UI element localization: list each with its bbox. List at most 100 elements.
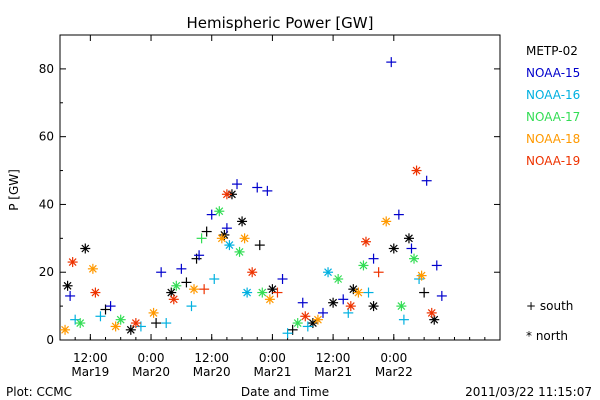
data-point [282,328,293,339]
data-point [181,277,192,288]
data-point [206,209,217,220]
x-tick-label-date: Mar22 [375,365,413,379]
data-point [287,324,298,335]
data-point [386,57,397,68]
data-point [323,267,334,278]
data-point [115,314,126,325]
x-tick-label-time: 12:00 [316,351,351,365]
data-point [416,270,427,281]
legend-item: METP-02 [526,44,578,58]
data-point [403,233,414,244]
data-point [221,223,232,234]
data-point [60,324,71,335]
data-point [186,301,197,312]
data-point [368,301,379,312]
chart-title: Hemispheric Power [GW] [187,14,374,32]
data-point [398,314,409,325]
legend-item: NOAA-16 [526,88,580,102]
data-point [345,301,356,312]
legend: METP-02 NOAA-15 NOAA-16 NOAA-17 NOAA-18 NOAA-… [526,44,580,168]
y-tick-label: 0 [46,333,54,347]
data-point [307,318,318,329]
data-point [254,240,265,251]
data-point [171,280,182,291]
data-point [110,321,121,332]
data-point [239,233,250,244]
data-point [388,243,399,254]
data-point [237,216,248,227]
data-point [95,311,106,322]
data-point [130,318,141,329]
data-point [292,318,303,329]
data-point [100,304,111,315]
data-point [272,287,283,298]
footer-timestamp: 2011/03/22 11:15:07 [465,385,592,399]
data-point [65,290,76,301]
data-point [247,267,258,278]
data-point [393,209,404,220]
data-point [343,307,354,318]
legend-item: NOAA-18 [526,132,580,146]
data-point [70,314,81,325]
data-point [411,165,422,176]
data-point [358,260,369,271]
data-point [194,250,205,261]
x-tick-label-time: 0:00 [380,351,407,365]
data-point [196,233,207,244]
data-point [151,318,162,329]
data-point [368,253,379,264]
x-axis: 12:00Mar190:00Mar2012:00Mar200:00Mar2112… [59,35,501,379]
x-tick-label-time: 12:00 [73,351,108,365]
data-point [90,287,101,298]
plot-frame [59,34,501,341]
data-point [360,236,371,247]
data-point [75,318,86,329]
marker-legend-item: * north [526,329,568,343]
data-point [267,284,278,295]
data-point [262,185,273,196]
data-point [189,284,200,295]
x-axis-label: Date and Time [241,385,329,399]
x-tick-label-time: 12:00 [194,351,229,365]
data-point [277,274,288,284]
data-point [199,284,210,295]
data-point [161,318,172,329]
data-point [264,294,275,305]
legend-item: NOAA-15 [526,66,580,80]
data-point [297,297,308,308]
x-tick-label-date: Mar19 [71,365,109,379]
data-point [67,257,78,268]
data-point [224,240,235,251]
footer-left: Plot: CCMC [6,385,72,399]
data-point [62,280,73,291]
data-point [125,324,136,335]
x-tick-label-date: Mar20 [132,365,170,379]
y-axis: 0 20 40 60 80 [39,62,500,347]
data-point [209,274,220,284]
y-tick-label: 20 [39,265,54,279]
y-axis-label: P [GW] [7,169,21,211]
data-points [60,57,447,339]
data-point [436,290,447,301]
data-point [257,287,268,298]
data-point [381,216,392,227]
marker-legend: + south * north [526,299,573,343]
data-point [234,246,245,257]
data-point [201,226,212,237]
legend-item: NOAA-17 [526,110,580,124]
data-point [312,314,323,325]
data-point [421,175,432,186]
marker-legend-item: + south [526,299,573,313]
data-point [353,287,364,298]
data-point [232,179,243,190]
data-point [252,182,263,193]
data-point [156,267,167,278]
data-point [338,294,349,305]
data-point [300,311,311,322]
data-point [409,253,420,264]
x-tick-label-time: 0:00 [259,351,286,365]
data-point [135,321,146,332]
data-point [396,301,407,312]
data-point [406,243,417,254]
data-point [348,284,359,295]
